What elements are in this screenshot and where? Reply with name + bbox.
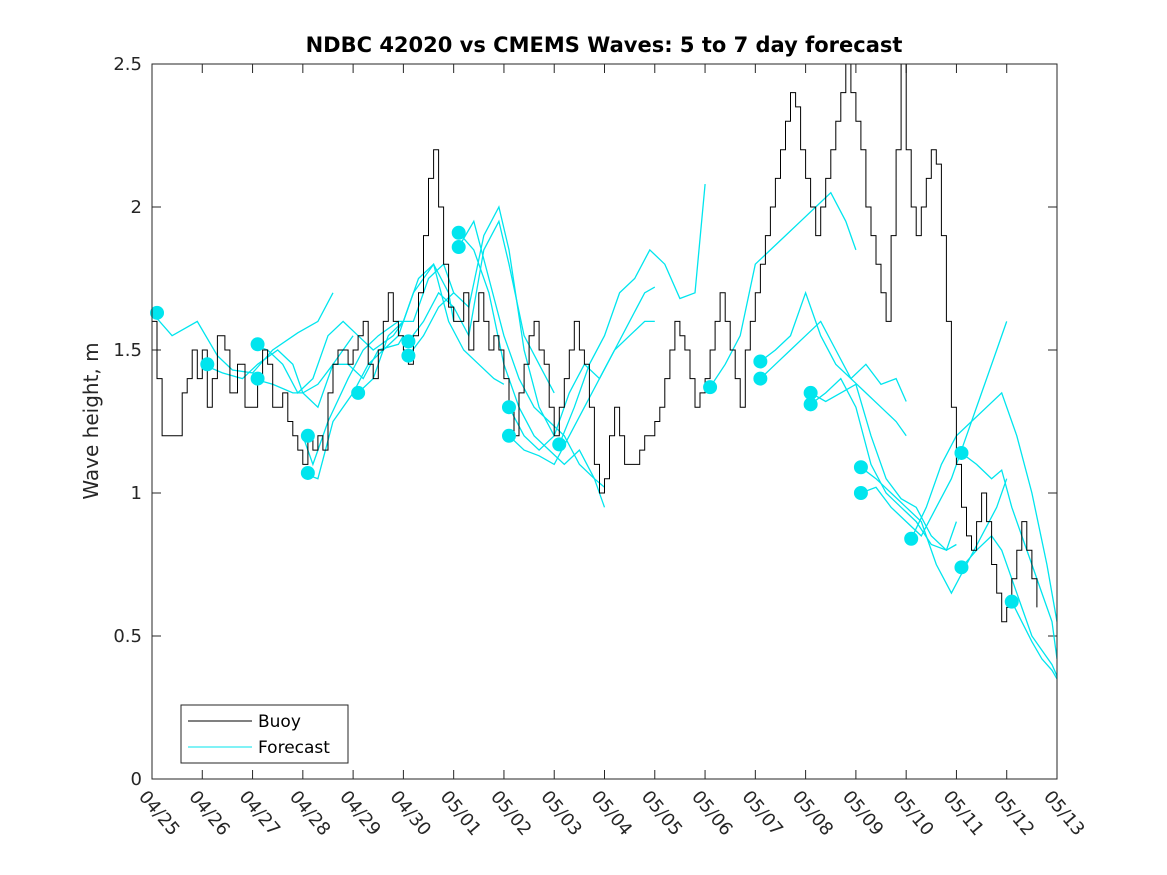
forecast-start-marker [351, 385, 366, 400]
forecast-run-line [508, 320, 655, 466]
y-tick-label: 2 [131, 197, 142, 218]
legend-label-buoy: Buoy [258, 712, 301, 732]
forecast-run-line [407, 205, 555, 437]
forecast-run-line [709, 191, 857, 388]
forecast-start-marker [401, 334, 416, 349]
forecast-start-marker [954, 445, 969, 460]
plot-frame [151, 63, 1058, 780]
forecast-start-marker [552, 437, 567, 452]
forecast-start-marker [300, 465, 315, 480]
forecast-start-marker [401, 348, 416, 363]
forecast-start-marker [1004, 594, 1019, 609]
forecast-start-marker [150, 305, 165, 320]
forecast-start-marker [703, 380, 718, 395]
y-axis-ticks: 0 0.5 1 1.5 2 2.5 [113, 54, 1057, 790]
forecast-start-marker [853, 486, 868, 500]
legend-label-forecast: Forecast [258, 738, 330, 758]
forecast-run-line [252, 320, 404, 394]
forecast-run-line [961, 452, 1057, 659]
forecast-start-marker [803, 397, 818, 412]
forecast-run-line [961, 534, 1057, 677]
forecast-start-marker [300, 428, 315, 443]
forecast-run-line [860, 321, 1008, 537]
forecast-start-marker [954, 560, 969, 575]
forecast-run-line [760, 290, 907, 402]
forecast-start-marker [753, 354, 768, 369]
y-tick-label: 0.5 [113, 626, 142, 647]
forecast-run-line [558, 184, 706, 445]
forecast-run-line [810, 383, 957, 552]
forecast-start-markers [150, 225, 1019, 609]
y-tick-label: 2.5 [113, 54, 142, 75]
forecast-run-line [810, 377, 958, 552]
forecast-run-line [1011, 601, 1057, 680]
y-axis-label: Wave height, m [79, 342, 103, 499]
y-tick-label: 1.5 [113, 340, 142, 361]
legend-box [180, 704, 349, 764]
forecast-run-line [860, 466, 1008, 595]
forecast-start-marker [853, 460, 868, 475]
forecast-run-line [152, 292, 334, 374]
y-tick-label: 1 [131, 483, 142, 504]
forecast-run-line [759, 320, 907, 437]
forecast-run-line [458, 219, 606, 508]
forecast-start-marker [200, 357, 215, 372]
forecast-run-line [202, 335, 354, 409]
forecast-start-marker [753, 371, 768, 386]
forecast-start-marker [501, 428, 516, 443]
buoy-series [152, 64, 1038, 623]
buoy-line [152, 64, 1038, 623]
forecast-start-marker [451, 240, 466, 255]
legend: Buoy Forecast [180, 704, 349, 764]
forecast-run-line [910, 391, 1057, 622]
forecast-start-marker [250, 337, 265, 352]
y-tick-label: 0 [131, 769, 142, 790]
forecast-start-marker [501, 400, 516, 415]
forecast-run-line [458, 232, 605, 488]
forecast-start-marker [904, 531, 919, 546]
forecast-start-marker [451, 225, 466, 240]
forecast-start-marker [250, 371, 265, 386]
chart-title: NDBC 42020 vs CMEMS Waves: 5 to 7 day fo… [306, 33, 903, 57]
